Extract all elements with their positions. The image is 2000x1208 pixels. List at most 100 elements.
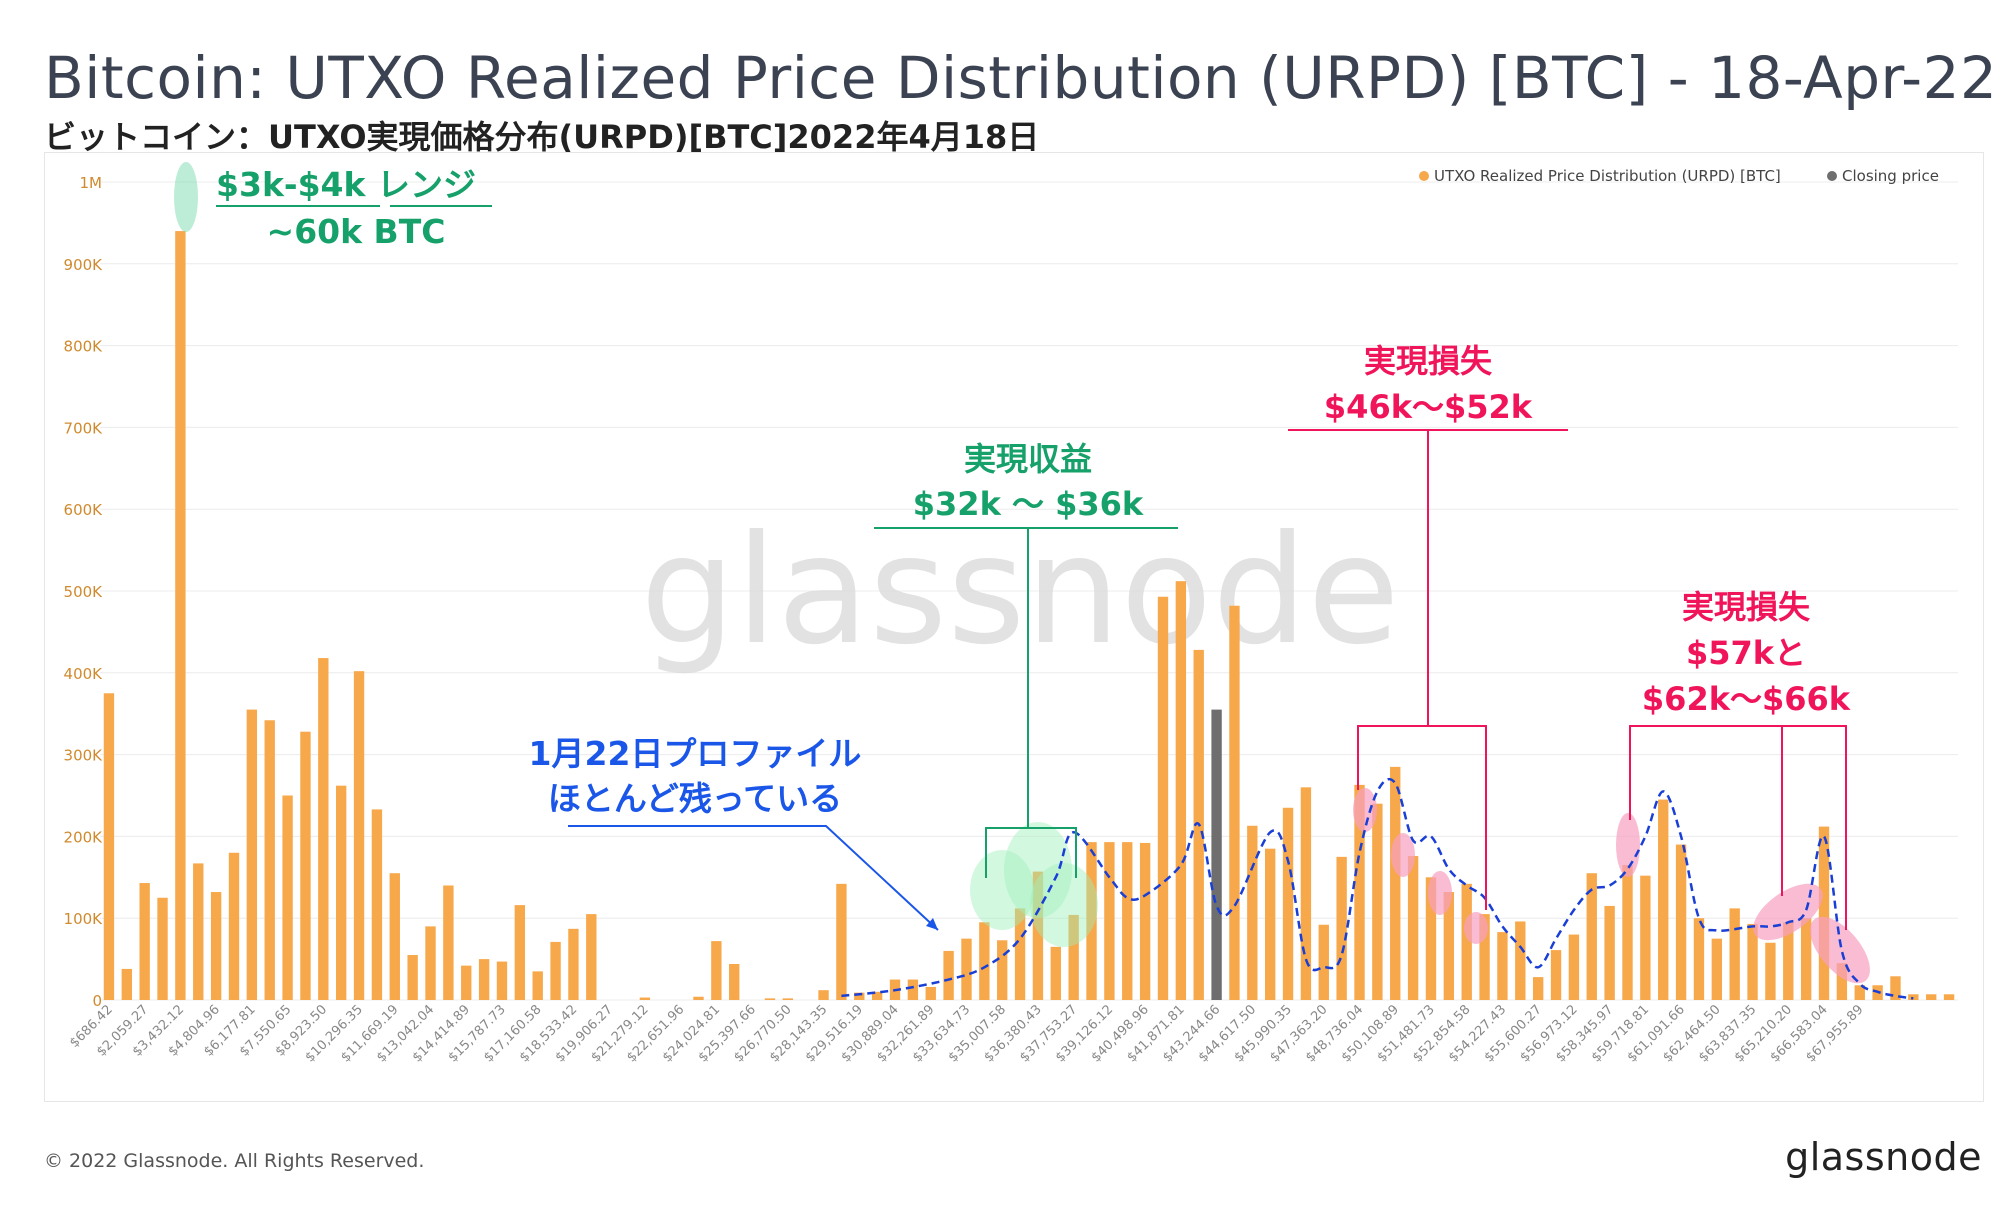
bar xyxy=(1139,842,1151,1000)
bar xyxy=(1032,871,1044,1000)
y-axis-ticks: 0 100K 200K 300K 400K 500K 600K 700K 800K 900K 1M xyxy=(64,174,104,1010)
annotation-profit: 実現収益 $32k ～ $36k xyxy=(874,440,1178,878)
y-tick-label: 400K xyxy=(64,665,104,683)
bar xyxy=(1818,826,1830,1000)
y-tick-label: 900K xyxy=(64,256,104,274)
bar xyxy=(1765,942,1776,1000)
bar xyxy=(1532,977,1544,1000)
annotation-loss2-bracket xyxy=(1629,725,1847,930)
bar xyxy=(103,693,115,1000)
bar xyxy=(943,950,954,1000)
bar xyxy=(193,863,204,1000)
bar xyxy=(961,938,972,1000)
footer-logo: glassnode xyxy=(1785,1135,1982,1179)
bar xyxy=(389,873,400,1000)
bar xyxy=(1068,914,1079,1000)
bar xyxy=(407,955,418,1000)
y-tick-label: 200K xyxy=(64,828,104,846)
annotation-loss2-line1: 実現損失 xyxy=(1682,588,1811,626)
bar xyxy=(300,731,311,1000)
bar xyxy=(1550,950,1562,1000)
bar xyxy=(764,998,776,1000)
watermark: glassnode xyxy=(640,504,1399,678)
highlight-loss-62k xyxy=(1753,883,1823,941)
bar xyxy=(1443,892,1455,1000)
legend-urpd-label: UTXO Realized Price Distribution (URPD) … xyxy=(1434,167,1781,185)
bar xyxy=(139,883,150,1000)
bar xyxy=(1336,856,1347,1000)
annotation-profit-line2: $32k ～ $36k xyxy=(913,485,1144,523)
highlight-layer xyxy=(174,162,1870,984)
bar xyxy=(1622,865,1633,1000)
bar xyxy=(1747,923,1758,1000)
annotation-range: $3k-$4k レンジ ~60k BTC xyxy=(216,165,492,251)
bar xyxy=(1586,873,1597,1000)
legend: UTXO Realized Price Distribution (URPD) … xyxy=(1419,167,1939,185)
annotation-loss1-bracket xyxy=(1357,725,1487,910)
bar xyxy=(1175,581,1187,1000)
legend-closing-label: Closing price xyxy=(1842,167,1939,185)
bar xyxy=(175,231,186,1000)
bar xyxy=(1515,921,1526,1000)
bar xyxy=(1282,807,1294,1000)
legend-closing-swatch xyxy=(1827,171,1837,181)
bar xyxy=(461,965,472,1000)
bar xyxy=(729,964,740,1000)
bar xyxy=(550,941,561,1000)
y-tick-label: 300K xyxy=(64,747,104,765)
bar xyxy=(371,809,383,1000)
bar xyxy=(639,997,651,1000)
bar xyxy=(1372,803,1383,1000)
bar xyxy=(121,968,132,1000)
bar xyxy=(1247,825,1258,1000)
bar xyxy=(1729,908,1740,1000)
annotation-loss1-line2: $46k～$52k xyxy=(1324,388,1533,426)
highlight-loss-65k xyxy=(1810,916,1870,984)
bar xyxy=(1086,842,1097,1000)
highlight-loss-51k xyxy=(1464,912,1488,944)
closing-price-bar xyxy=(1211,709,1222,1000)
bar xyxy=(997,940,1008,1000)
bar xyxy=(336,785,347,1000)
bar xyxy=(478,959,490,1000)
bar xyxy=(1229,605,1240,1000)
bar xyxy=(1640,875,1651,1000)
bar xyxy=(1050,946,1061,1000)
annotation-profile-line2: ほとんど残っている xyxy=(548,779,842,818)
highlight-profit-center xyxy=(1004,822,1072,918)
jan22-profile-curve xyxy=(841,777,1914,1000)
bar xyxy=(925,986,936,1000)
annotation-profit-bracket xyxy=(985,827,1077,878)
bar xyxy=(871,991,883,1000)
annotation-loss1-line1: 実現損失 xyxy=(1364,342,1493,380)
annotation-loss-1: 実現損失 $46k～$52k xyxy=(1288,342,1568,910)
bar xyxy=(1711,938,1722,1000)
page-title: Bitcoin: UTXO Realized Price Distributio… xyxy=(44,44,1998,112)
bar xyxy=(1300,787,1312,1000)
annotation-profit-line1: 実現収益 xyxy=(964,440,1092,478)
bar xyxy=(1675,844,1687,1000)
y-tick-label: 1M xyxy=(80,174,103,192)
bar xyxy=(246,709,258,1000)
highlight-loss-57k xyxy=(1616,813,1640,877)
x-axis-ticks: $686.42$2,059.27$3,432.12$4,804.96$6,177… xyxy=(67,1002,1866,1065)
bar xyxy=(1836,963,1848,1000)
bar xyxy=(1461,883,1472,1000)
bar xyxy=(836,883,847,1000)
bar xyxy=(1568,934,1580,1000)
bar xyxy=(1354,784,1365,1000)
bar xyxy=(282,795,293,1000)
y-tick-label: 0 xyxy=(92,992,102,1010)
bar xyxy=(443,885,454,1000)
bar xyxy=(1693,918,1705,1000)
bar xyxy=(514,905,526,1000)
annotation-profile: 1月22日プロファイル ほとんど残っている xyxy=(529,734,939,931)
annotation-profile-line1: 1月22日プロファイル xyxy=(529,734,862,773)
bar xyxy=(568,928,579,1000)
bar xyxy=(1854,985,1865,1000)
bar xyxy=(353,671,365,1000)
highlight-profit-right xyxy=(1030,863,1098,947)
bar xyxy=(1014,908,1026,1000)
y-tick-label: 700K xyxy=(64,419,104,437)
